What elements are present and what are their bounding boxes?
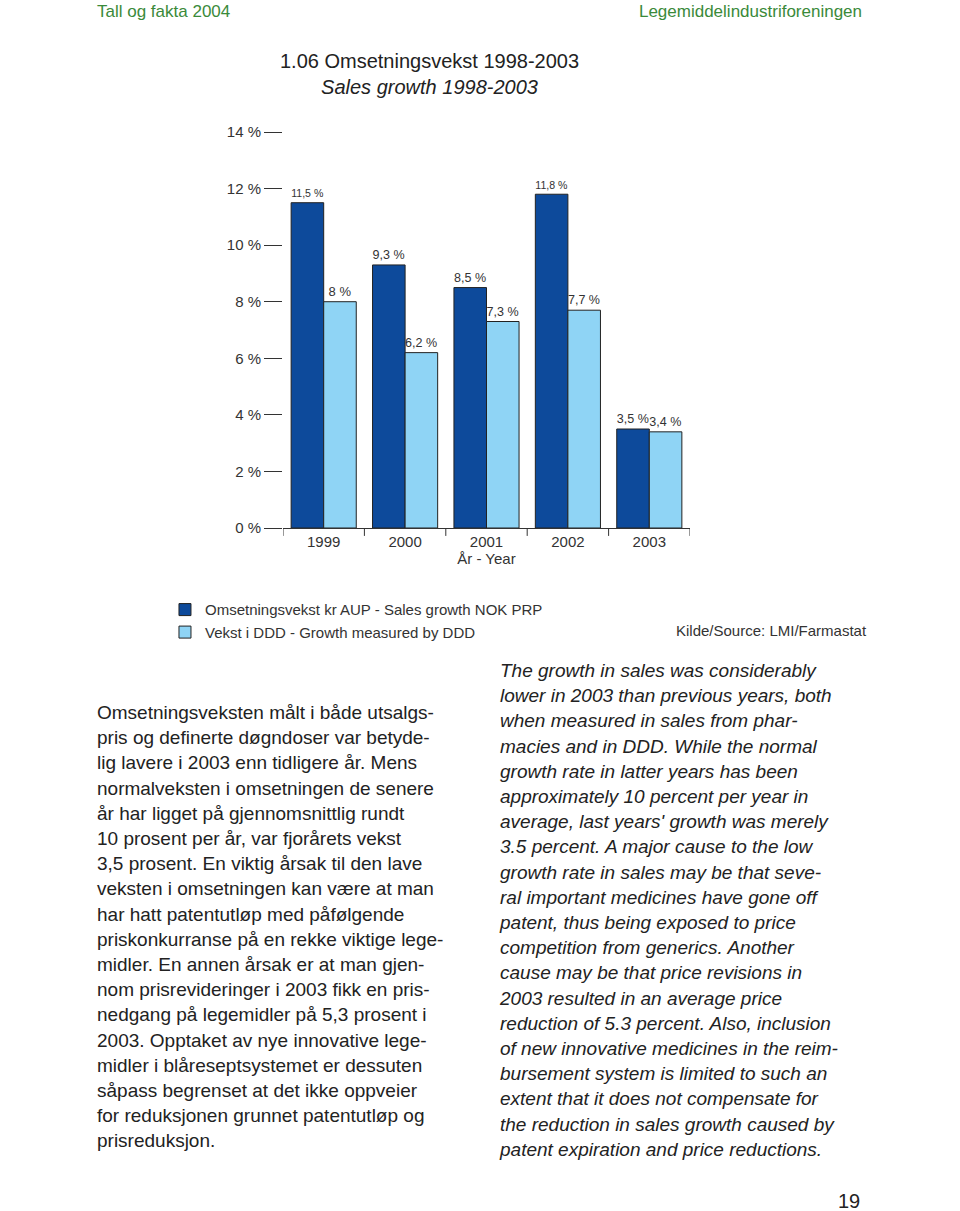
- html-text:average, last years' growth wa: average, last years' growth was merely: [500, 811, 828, 833]
- svg-text:2003: 2003: [633, 533, 666, 550]
- svg-text:3,4 %: 3,4 %: [649, 415, 681, 429]
- html-text:midler i blåreseptsystemet er: midler i blåreseptsystemet er dessuten: [97, 1054, 423, 1076]
- html-text:bursement system is limited to: bursement system is limited to such an: [500, 1063, 828, 1085]
- svg-text:2002: 2002: [551, 533, 584, 550]
- html-text:competition from generics. Ano: competition from generics. Another: [500, 937, 794, 959]
- html-text:when measured in sales from ph: when measured in sales from phar-: [500, 710, 798, 732]
- svg-text:2001: 2001: [470, 533, 503, 550]
- svg-text:1999: 1999: [307, 533, 340, 550]
- html-text:2003 resulted in an average pr: 2003 resulted in an average price: [500, 987, 782, 1009]
- svg-text:Vekst i DDD - Growth measured: Vekst i DDD - Growth measured by DDD: [205, 624, 475, 641]
- html-text:patent expiration and price re: patent expiration and price reductions.: [500, 1138, 823, 1160]
- html-text:3,5 prosent. En viktig årsak t: 3,5 prosent. En viktig årsak til den lav…: [97, 853, 423, 875]
- html-text:nom prisrevideringer i 2003 fi: nom prisrevideringer i 2003 fikk en pris…: [97, 979, 430, 1001]
- html-text:har hatt patentutløp med påføl: har hatt patentutløp med påfølgende: [97, 903, 405, 925]
- html-text:pris og definerte døgndoser va: pris og definerte døgndoser var betyde-: [97, 727, 430, 749]
- svg-text:8 %: 8 %: [235, 293, 261, 310]
- svg-text:7,7 %: 7,7 %: [568, 293, 600, 307]
- html-text:Tall og fakta 2004: Tall og fakta 2004: [97, 2, 231, 21]
- html-text:midler. En annen årsak er at m: midler. En annen årsak er at man gjen-: [97, 954, 425, 975]
- html-text:of new innovative medicines in: of new innovative medicines in the reim-: [500, 1038, 838, 1059]
- html-text:patent, thus being exposed to: patent, thus being exposed to price: [500, 912, 796, 933]
- svg-text:11,8 %: 11,8 %: [535, 179, 568, 191]
- html-text:veksten i omsetningen kan være: veksten i omsetningen kan være at man: [97, 878, 434, 900]
- svg-text:3,5 %: 3,5 %: [617, 412, 649, 426]
- html-text:normalveksten i omsetningen de: normalveksten i omsetningen de senere: [97, 777, 434, 799]
- html-text:19: 19: [838, 1190, 861, 1211]
- svg-text:2000: 2000: [388, 533, 421, 550]
- svg-text:1.06 Omsetningsvekst 1998-2003: 1.06 Omsetningsvekst 1998-2003Sales grow…: [280, 50, 579, 98]
- svg-text:0 %: 0 %: [235, 519, 261, 536]
- html-text:Legemiddelindustriforeningen: Legemiddelindustriforeningen: [639, 2, 862, 21]
- svg-text:9,3 %: 9,3 %: [373, 248, 405, 262]
- html-text:2003. Opptaket av nye innovati: 2003. Opptaket av nye innovative lege-: [97, 1029, 427, 1051]
- html-text:approximately 10 percent per y: approximately 10 percent per year in: [500, 786, 809, 807]
- html-text:the reduction in sales growth: the reduction in sales growth caused by: [500, 1113, 834, 1135]
- html-text:reduction of 5.3 percent. Also: reduction of 5.3 percent. Also, inclusio…: [500, 1012, 831, 1034]
- svg-text:8 %: 8 %: [329, 284, 352, 299]
- html-text:for reduksjonen grunnet patent: for reduksjonen grunnet patentutløp og: [97, 1105, 425, 1127]
- svg-text:6,2 %: 6,2 %: [405, 336, 437, 350]
- html-text:såpass begrenset at det ikke o: såpass begrenset at det ikke oppveier: [97, 1080, 417, 1101]
- svg-text:Omsetningsvekst kr AUP - Sales: Omsetningsvekst kr AUP - Sales growth NO…: [205, 601, 542, 618]
- svg-text:10 %: 10 %: [227, 236, 261, 253]
- html-text:cause may be that price revisi: cause may be that price revisions in: [500, 962, 802, 984]
- html-text:lower in 2003 than previous ye: lower in 2003 than previous years, both: [500, 685, 832, 707]
- svg-text:14 %: 14 %: [227, 123, 261, 140]
- svg-text:12 %: 12 %: [227, 180, 261, 197]
- html-text:prisreduksjon.: prisreduksjon.: [97, 1130, 216, 1152]
- html-text:The growth in sales was consid: The growth in sales was considerably: [500, 660, 816, 681]
- html-text:3.5 percent. A major cause to: 3.5 percent. A major cause to the low: [500, 836, 813, 858]
- html-text:nedgang på legemidler på 5,3 p: nedgang på legemidler på 5,3 prosent i: [97, 1004, 427, 1026]
- html-text:macies and in DDD. While the n: macies and in DDD. While the normal: [500, 735, 817, 757]
- svg-text:7,3 %: 7,3 %: [487, 305, 519, 319]
- html-text:lig lavere i 2003 enn tidliger: lig lavere i 2003 enn tidligere år. Mens: [97, 752, 417, 774]
- svg-text:6 %: 6 %: [235, 350, 261, 367]
- svg-text:4 %: 4 %: [235, 406, 261, 423]
- html-text:priskonkurranse på en rekke vi: priskonkurranse på en rekke viktige lege…: [97, 928, 444, 950]
- svg-text:År - Year: År - Year: [457, 550, 515, 567]
- html-text:Kilde/Source: LMI/Farmastat: Kilde/Source: LMI/Farmastat: [676, 622, 867, 639]
- svg-text:2 %: 2 %: [235, 463, 261, 480]
- html-text:growth rate in latter years ha: growth rate in latter years has been: [500, 760, 798, 782]
- html-text:ral important medicines have g: ral important medicines have gone off: [500, 886, 817, 908]
- html-text:growth rate in sales may be th: growth rate in sales may be that seve-: [500, 861, 821, 883]
- svg-text:11,5 %: 11,5 %: [291, 187, 324, 199]
- svg-text:8,5 %: 8,5 %: [454, 271, 486, 285]
- html-text:10 prosent per år, var fjoråre: 10 prosent per år, var fjorårets vekst: [97, 828, 402, 849]
- html-text:Omsetningsveksten målt i både: Omsetningsveksten målt i både utsalgs-: [97, 702, 434, 723]
- html-text:år har ligget på gjennomsnittl: år har ligget på gjennomsnittlig rundt: [97, 802, 405, 824]
- html-text:extent that it does not compen: extent that it does not compensate for: [500, 1088, 818, 1110]
